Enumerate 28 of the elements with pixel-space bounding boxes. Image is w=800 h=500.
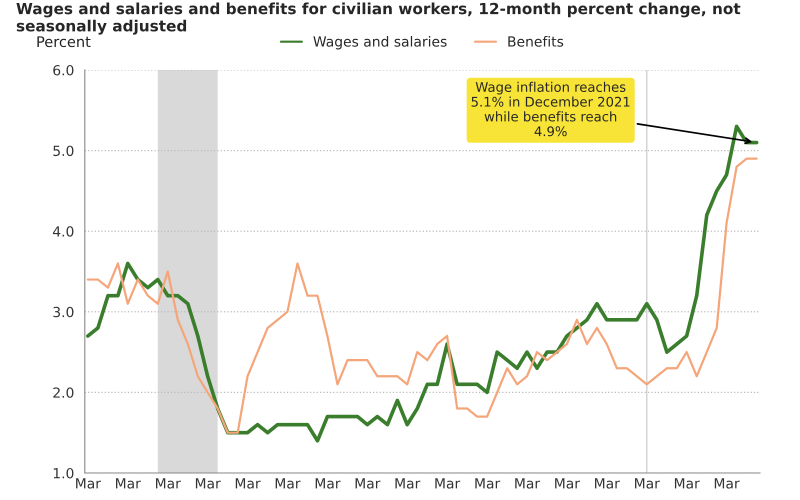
x-tick-label: Mar: [276, 478, 301, 489]
x-tick-label: Mar: [156, 478, 181, 489]
x-tick-label: Mar: [395, 478, 420, 489]
x-tick-label: Mar: [116, 478, 141, 489]
y-tick-label: 2.0: [53, 387, 74, 398]
x-tick-label: Mar: [76, 478, 101, 489]
y-tick-label: 3.0: [53, 306, 74, 318]
x-tick-label: Mar: [555, 478, 580, 489]
y-tick-label: 1.0: [54, 468, 74, 478]
legend-label: Benefits: [508, 36, 564, 47]
chart-title: Wages and salaries and benefits for civilian workers, 12-month percent change, not seasonally adjusted: [16, 2, 740, 35]
legend-label: Wages and salaries: [313, 36, 447, 50]
x-tick-label: Mar: [356, 478, 380, 489]
y-axis-title: Percent: [37, 36, 91, 48]
x-tick-label: Mar: [714, 478, 740, 489]
x-tick-label: Mar: [515, 478, 540, 489]
x-tick-label: Mar: [674, 478, 700, 489]
x-tick-label: Mar: [236, 478, 261, 489]
y-tick-label: 5.0: [53, 146, 74, 156]
x-tick-label: Mar: [595, 478, 620, 489]
y-tick-label: 6.0: [53, 64, 74, 76]
y-tick-label: 4.0: [52, 226, 74, 237]
x-tick-label: Mar: [196, 478, 221, 489]
x-tick-label: Mar: [435, 478, 460, 489]
x-tick-label: Mar: [316, 478, 341, 489]
x-tick-label: Mar: [475, 478, 500, 489]
x-tick-label: Mar: [635, 478, 660, 489]
annotation: Wage inflation reaches 5.1% in December 2021 while benefits reach 4.9%: [472, 82, 630, 136]
